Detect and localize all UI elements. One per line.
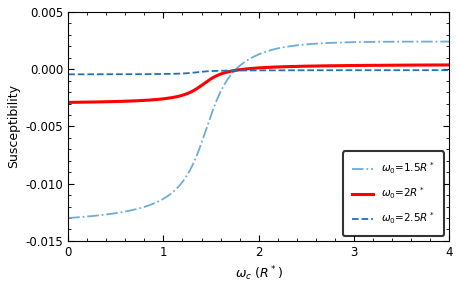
$\omega_0$=1.5$R^*$ xyxy=(446,40,451,43)
Y-axis label: Susceptibility: Susceptibility xyxy=(7,84,20,168)
Legend: $\omega_0$=1.5$R^*$, $\omega_0$=2$R^*$, $\omega_0$=2.5$R^*$: $\omega_0$=1.5$R^*$, $\omega_0$=2$R^*$, … xyxy=(342,151,443,236)
Line: $\omega_0$=2$R^*$: $\omega_0$=2$R^*$ xyxy=(68,65,448,102)
Line: $\omega_0$=2.5$R^*$: $\omega_0$=2.5$R^*$ xyxy=(68,70,448,74)
$\omega_0$=2$R^*$ xyxy=(369,64,374,67)
$\omega_0$=1.5$R^*$ xyxy=(233,67,238,71)
$\omega_0$=1.5$R^*$ xyxy=(65,216,71,220)
$\omega_0$=2.5$R^*$ xyxy=(446,68,451,72)
$\omega_0$=2.5$R^*$ xyxy=(104,72,110,76)
$\omega_0$=1.5$R^*$ xyxy=(219,86,224,90)
$\omega_0$=2.5$R^*$ xyxy=(233,69,238,72)
$\omega_0$=2$R^*$ xyxy=(446,63,451,67)
$\omega_0$=2$R^*$ xyxy=(219,72,224,75)
$\omega_0$=2.5$R^*$ xyxy=(326,68,332,72)
$\omega_0$=2$R^*$ xyxy=(65,101,71,104)
$\omega_0$=1.5$R^*$ xyxy=(326,41,332,45)
Line: $\omega_0$=1.5$R^*$: $\omega_0$=1.5$R^*$ xyxy=(68,41,448,218)
$\omega_0$=2$R^*$ xyxy=(326,64,332,68)
X-axis label: $\omega_c$ ($R^*$): $\omega_c$ ($R^*$) xyxy=(234,264,282,283)
$\omega_0$=2$R^*$ xyxy=(104,100,110,104)
$\omega_0$=2.5$R^*$ xyxy=(369,68,374,72)
$\omega_0$=2.5$R^*$ xyxy=(219,69,224,72)
$\omega_0$=1.5$R^*$ xyxy=(362,40,367,44)
$\omega_0$=1.5$R^*$ xyxy=(369,40,374,44)
$\omega_0$=2$R^*$ xyxy=(362,64,367,67)
$\omega_0$=2$R^*$ xyxy=(233,68,238,72)
$\omega_0$=2.5$R^*$ xyxy=(362,68,367,72)
$\omega_0$=1.5$R^*$ xyxy=(104,213,110,216)
$\omega_0$=2.5$R^*$ xyxy=(65,72,71,76)
